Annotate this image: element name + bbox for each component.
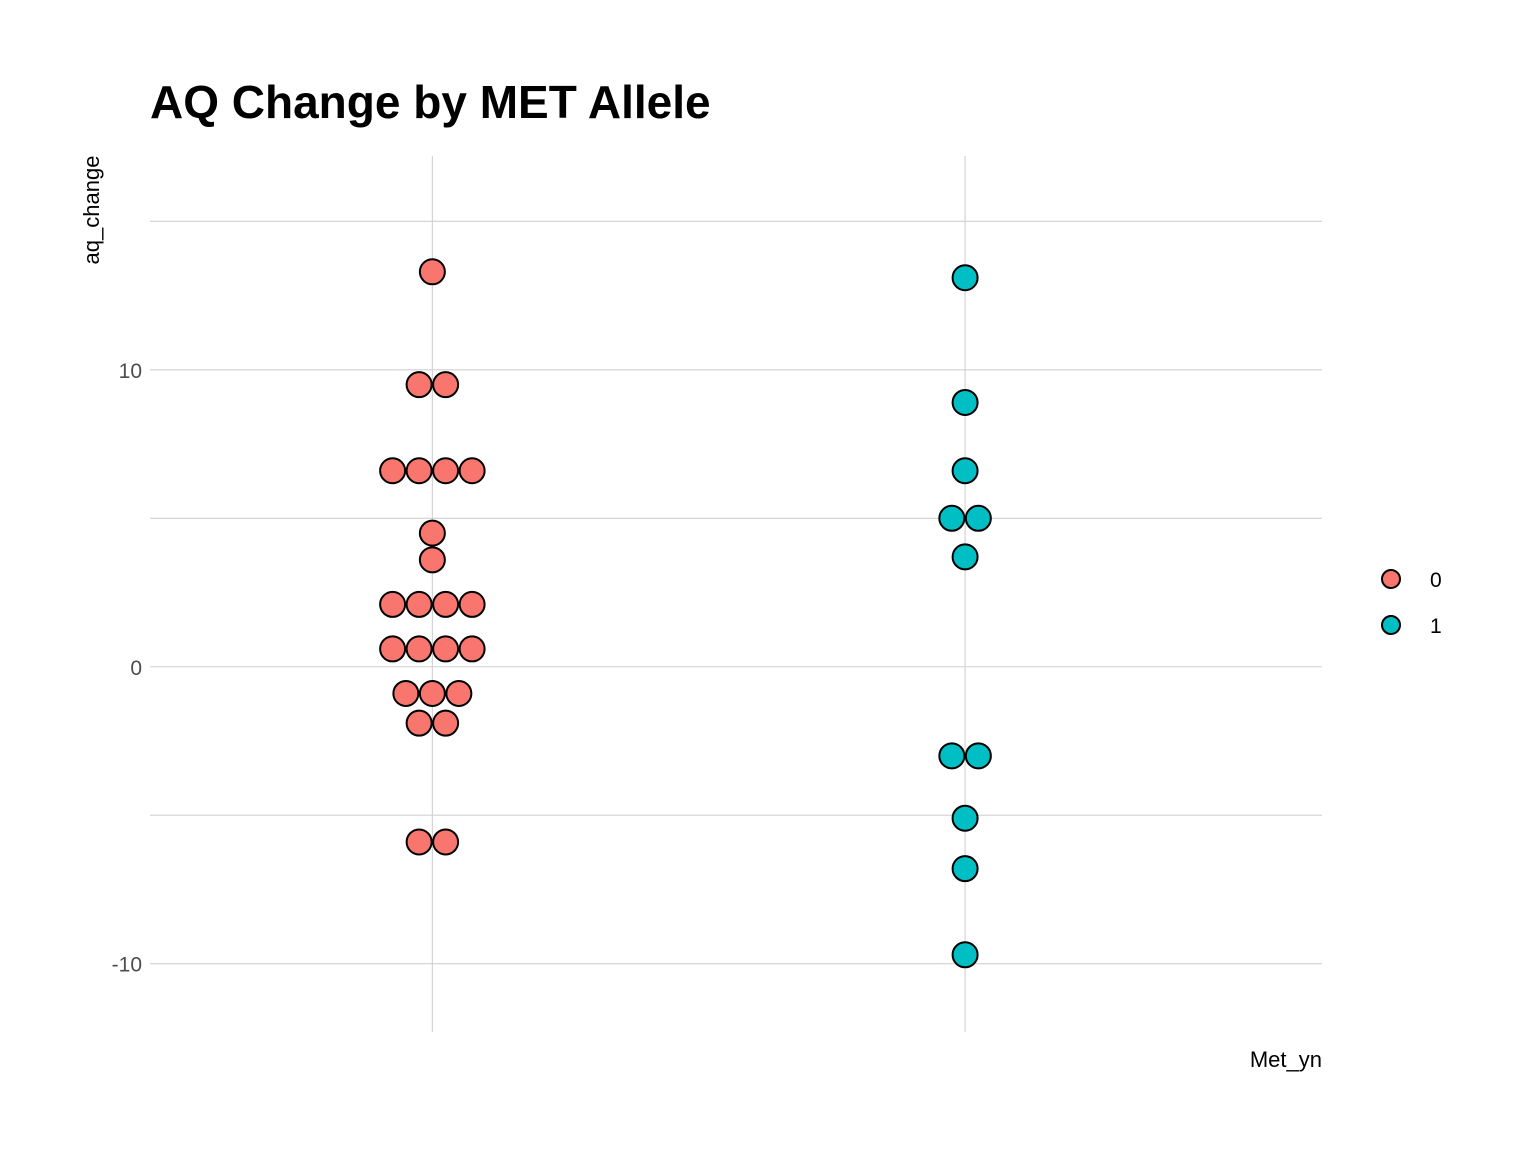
data-point-0 xyxy=(458,635,486,663)
data-point-0 xyxy=(405,709,433,737)
data-point-0 xyxy=(405,635,433,663)
y-tick-labels: -10 0 10 xyxy=(112,360,142,977)
data-point-0 xyxy=(379,635,407,663)
data-point-1 xyxy=(951,543,979,571)
data-point-1 xyxy=(951,804,979,832)
legend-key-0 xyxy=(1381,569,1401,589)
y-tick-label: 10 xyxy=(119,360,142,383)
data-point-0 xyxy=(392,679,420,707)
data-point-1 xyxy=(951,457,979,485)
data-point-0 xyxy=(418,258,446,286)
data-point-0 xyxy=(432,371,460,399)
data-point-1 xyxy=(964,504,992,532)
x-axis-label: Met_yn xyxy=(1250,1047,1322,1072)
legend-key-1 xyxy=(1381,615,1401,635)
legend: 0 1 xyxy=(1381,569,1442,638)
grid-lines xyxy=(150,156,1322,1032)
data-point-1 xyxy=(964,742,992,770)
data-point-0 xyxy=(432,828,460,856)
data-point-1 xyxy=(938,504,966,532)
legend-label-1: 1 xyxy=(1430,615,1442,638)
data-point-0 xyxy=(418,546,446,574)
legend-label-0: 0 xyxy=(1430,569,1442,592)
data-point-1 xyxy=(951,388,979,416)
y-tick-label: 0 xyxy=(130,657,142,680)
data-point-0 xyxy=(418,679,446,707)
data-point-0 xyxy=(379,590,407,618)
data-point-0 xyxy=(405,457,433,485)
data-point-1 xyxy=(951,855,979,883)
data-point-0 xyxy=(405,828,433,856)
data-point-1 xyxy=(938,742,966,770)
data-point-0 xyxy=(432,635,460,663)
data-point-0 xyxy=(405,590,433,618)
data-points xyxy=(379,258,992,969)
data-point-0 xyxy=(432,590,460,618)
data-point-0 xyxy=(432,457,460,485)
data-point-0 xyxy=(458,457,486,485)
data-point-0 xyxy=(458,590,486,618)
data-point-0 xyxy=(379,457,407,485)
chart-title: AQ Change by MET Allele xyxy=(150,76,711,128)
data-point-0 xyxy=(418,519,446,547)
data-point-0 xyxy=(405,371,433,399)
data-point-0 xyxy=(432,709,460,737)
data-point-0 xyxy=(445,679,473,707)
data-point-1 xyxy=(951,264,979,292)
y-tick-label: -10 xyxy=(112,954,142,977)
data-point-1 xyxy=(951,941,979,969)
y-axis-label: aq_change xyxy=(79,156,104,265)
